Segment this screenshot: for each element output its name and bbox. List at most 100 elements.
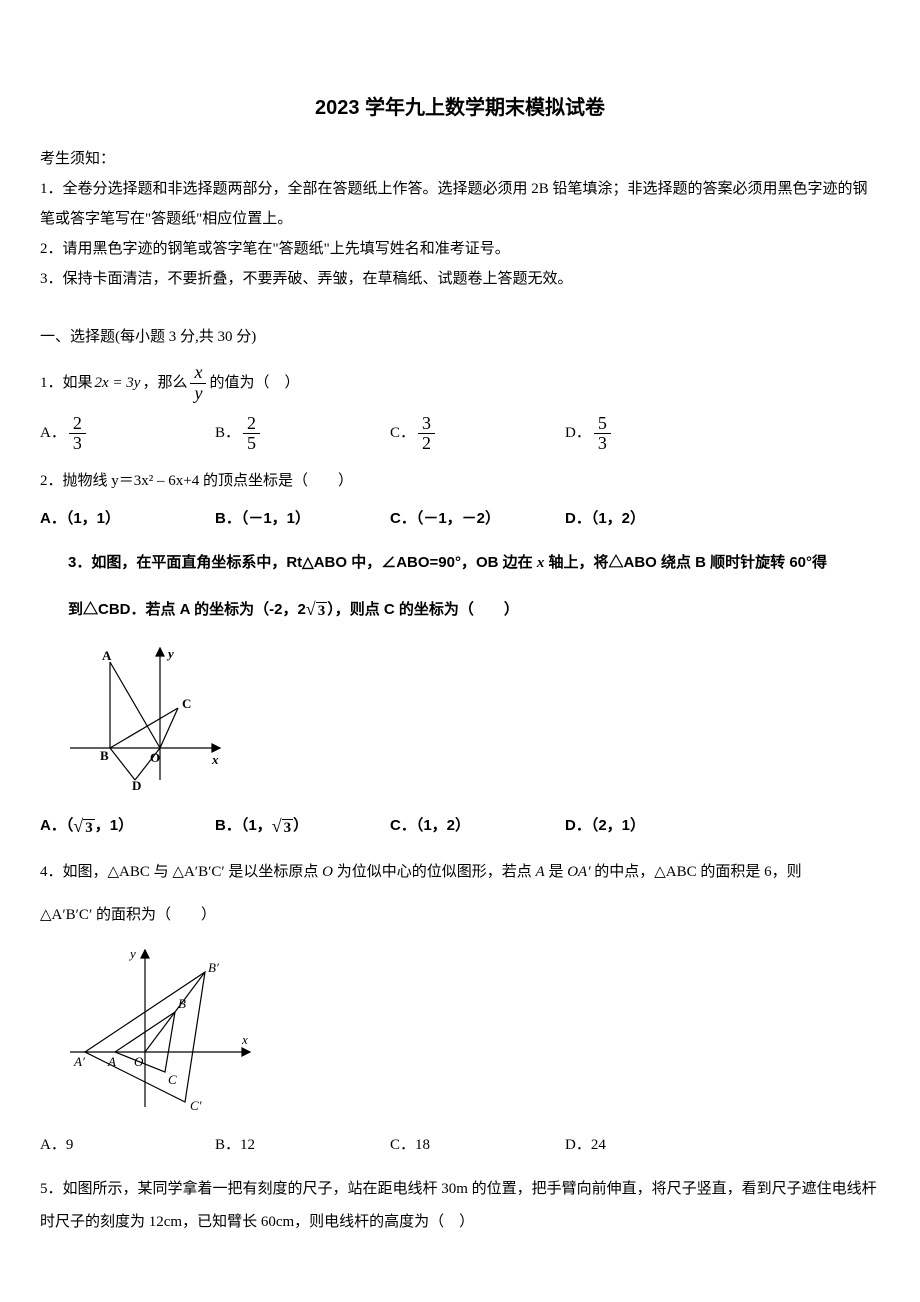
q4-figure: y x A A′ B B′ C C′ O <box>60 942 880 1122</box>
q1-option-d: D． 5 3 <box>565 414 740 455</box>
q4-option-d: D．24 <box>565 1132 740 1159</box>
q3-opta-sqrt-arg: 3 <box>83 819 95 836</box>
q4-tri2: △A′B′C′ <box>172 864 224 880</box>
q4-option-c: C．18 <box>390 1132 565 1159</box>
q1-opta-den: 3 <box>69 434 86 454</box>
question-2-text: 2．抛物线 y＝3x² – 6x+4 的顶点坐标是（ ） <box>40 468 880 495</box>
instruction-item-2: 2．请用黑色字迹的钢笔或答字笔在"答题纸"上先填写姓名和准考证号。 <box>40 234 880 264</box>
q3-optb-b: ） <box>293 812 308 839</box>
q3-option-d: D．（2，1） <box>565 810 740 842</box>
q3-options: A．（ 3 ，1） B．（1， 3 ） C．（1，2） D．（2，1） <box>40 810 880 842</box>
q1-optc-label: C． <box>390 420 415 447</box>
q2-option-b: B．（－1，1） <box>215 505 390 532</box>
q4-label-bp: B′ <box>208 960 219 975</box>
q2-option-d: D．（1，2） <box>565 505 740 532</box>
q3-opta-sqrt: 3 <box>73 810 94 842</box>
q4-tri1: △ABC <box>108 864 150 880</box>
q4-O: O <box>322 864 333 880</box>
q1-optc-num: 3 <box>418 414 435 435</box>
instructions-header: 考生须知： <box>40 144 880 174</box>
q4-A: A <box>536 864 545 880</box>
q2-option-a: A．（1，1） <box>40 505 215 532</box>
q4-label-b: B <box>178 996 186 1011</box>
q4-l1d: 为位似中心的位似图形，若点 <box>333 864 536 880</box>
q3-l2a: 到△CBD．若点 A 的坐标为（-2，2 <box>68 593 306 626</box>
q1-frac-den: y <box>190 384 206 404</box>
instructions: 考生须知： 1．全卷分选择题和非选择题两部分，全部在答题纸上作答。选择题必须用 … <box>40 144 880 294</box>
section-1-label: 一、选择题(每小题 3 分,共 30 分) <box>40 324 880 351</box>
q1-frac-num: x <box>190 363 206 384</box>
q4-l1a: 4．如图， <box>40 864 108 880</box>
q1-opta-num: 2 <box>69 414 86 435</box>
q4-option-b: B．12 <box>215 1132 390 1159</box>
q3-label-b: B <box>100 748 109 763</box>
q3-label-c: C <box>182 696 191 711</box>
q1-option-c: C． 3 2 <box>390 414 565 455</box>
q3-label-d: D <box>132 778 141 790</box>
question-4-line2: △A′B′C′ 的面积为（ ） <box>40 899 880 932</box>
page-title: 2023 学年九上数学期末模拟试卷 <box>40 90 880 126</box>
q3-option-b: B．（1， 3 ） <box>215 810 390 842</box>
q1-optd-label: D． <box>565 420 591 447</box>
q1-option-a: A． 2 3 <box>40 414 215 455</box>
q1-options: A． 2 3 B． 2 5 C． 3 2 D． 5 3 <box>40 414 880 455</box>
question-5: 5．如图所示，某同学拿着一把有刻度的尺子，站在距电线杆 30m 的位置，把手臂向… <box>40 1173 880 1239</box>
q3-optb-sqrt-arg: 3 <box>282 819 294 836</box>
q4-label-ap: A′ <box>73 1054 85 1069</box>
q4-l1b: 与 <box>150 864 173 880</box>
q4-OA: OA′ <box>567 864 590 880</box>
question-3-line1: 3．如图，在平面直角坐标系中，Rt△ABO 中，∠ABO=90°，OB 边在 x… <box>40 546 880 580</box>
q4-l1g: 的面积是 6，则 <box>697 864 802 880</box>
q1-optd-num: 5 <box>594 414 611 435</box>
q1-option-b: B． 2 5 <box>215 414 390 455</box>
q3-sqrt: 3 <box>306 590 327 630</box>
q2-option-c: C．（－1，－2） <box>390 505 565 532</box>
q3-optb-a: B．（1， <box>215 812 272 839</box>
q3-l2b: ），则点 C 的坐标为（ ） <box>327 593 519 626</box>
q3-opta-b: ，1） <box>95 812 133 839</box>
q3-option-a: A．（ 3 ，1） <box>40 810 215 842</box>
q4-l1e: 是 <box>545 864 568 880</box>
question-2: 2．抛物线 y＝3x² – 6x+4 的顶点坐标是（ ） A．（1，1） B．（… <box>40 468 880 532</box>
question-4: 4．如图，△ABC 与 △A′B′C′ 是以坐标原点 O 为位似中心的位似图形，… <box>40 856 880 1159</box>
q1-optb-num: 2 <box>243 414 260 435</box>
q4-l1f: 的中点， <box>591 864 655 880</box>
q1-opta-frac: 2 3 <box>69 414 86 455</box>
q1-prefix: 1．如果 <box>40 370 93 397</box>
q3-figure: A y C B O x D <box>60 640 880 800</box>
q4-label-y: y <box>128 946 136 961</box>
q4-l2b: 的面积为（ ） <box>92 907 216 923</box>
q4-tri3: △ABC <box>654 864 696 880</box>
question-1: 1．如果 2x = 3y ，那么 x y 的值为（ ） A． 2 3 B． 2 … <box>40 363 880 454</box>
q3-label-y: y <box>166 646 174 661</box>
q4-label-a: A <box>107 1054 116 1069</box>
q1-opta-label: A． <box>40 420 66 447</box>
question-3: 3．如图，在平面直角坐标系中，Rt△ABO 中，∠ABO=90°，OB 边在 x… <box>40 546 880 842</box>
q3-l1a: 3．如图，在平面直角坐标系中，Rt△ABO 中，∠ABO=90°，OB 边在 <box>68 554 537 571</box>
instruction-item-1: 1．全卷分选择题和非选择题两部分，全部在答题纸上作答。选择题必须用 2B 铅笔填… <box>40 174 880 234</box>
q4-label-cp: C′ <box>190 1098 202 1112</box>
q3-label-a: A <box>102 648 112 663</box>
q3-sqrt-arg: 3 <box>316 602 328 619</box>
q1-optd-frac: 5 3 <box>594 414 611 455</box>
q4-options: A．9 B．12 C．18 D．24 <box>40 1132 880 1159</box>
question-5-text: 5．如图所示，某同学拿着一把有刻度的尺子，站在距电线杆 30m 的位置，把手臂向… <box>40 1173 880 1239</box>
q3-l1b: 轴上，将△ABO 绕点 B 顺时针旋转 60°得 <box>544 554 827 571</box>
q4-l1c: 是以坐标原点 <box>225 864 323 880</box>
q1-optd-den: 3 <box>594 434 611 454</box>
question-3-line2: 到△CBD．若点 A 的坐标为（-2，2 3 ），则点 C 的坐标为（ ） <box>40 590 880 630</box>
q3-option-c: C．（1，2） <box>390 810 565 842</box>
q1-suffix: 的值为（ ） <box>209 370 299 397</box>
q1-frac: x y <box>190 363 206 404</box>
q1-mid: ，那么 <box>142 370 187 397</box>
q4-option-a: A．9 <box>40 1132 215 1159</box>
q3-optb-sqrt: 3 <box>272 810 293 842</box>
q4-label-c: C <box>168 1072 177 1087</box>
q3-label-o: O <box>150 750 160 765</box>
q3-opta-a: A．（ <box>40 812 73 839</box>
q2-options: A．（1，1） B．（－1，1） C．（－1，－2） D．（1，2） <box>40 505 880 532</box>
instruction-item-3: 3．保持卡面清洁，不要折叠，不要弄破、弄皱，在草稿纸、试题卷上答题无效。 <box>40 264 880 294</box>
question-4-line1: 4．如图，△ABC 与 △A′B′C′ 是以坐标原点 O 为位似中心的位似图形，… <box>40 856 880 889</box>
q1-optb-den: 5 <box>243 434 260 454</box>
q4-label-x: x <box>241 1032 248 1047</box>
